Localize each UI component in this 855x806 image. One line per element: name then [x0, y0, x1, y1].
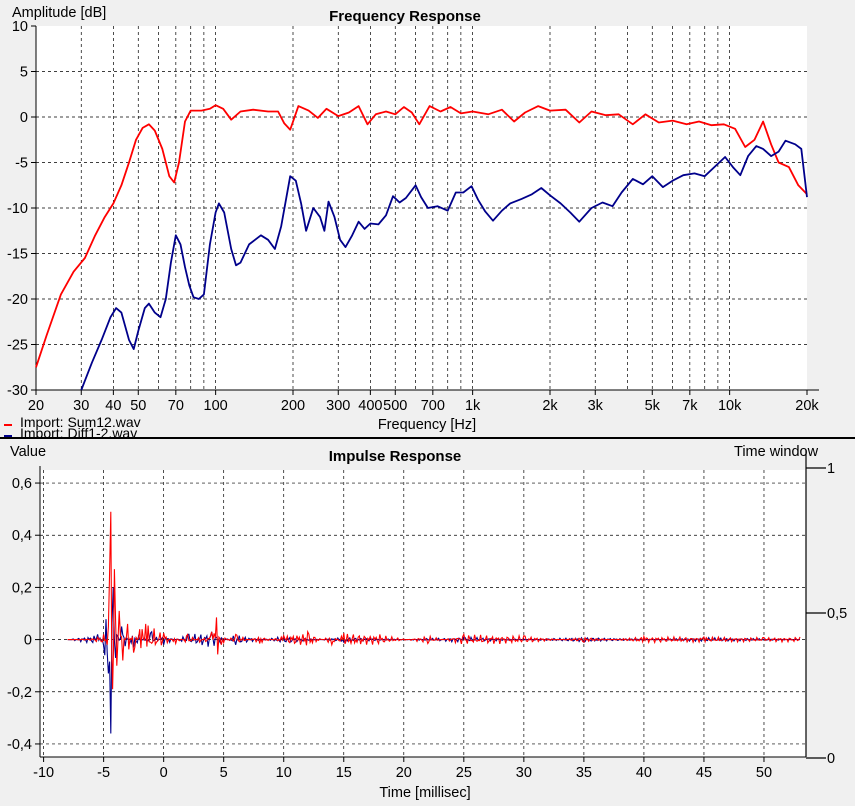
- series-line: [67, 511, 801, 690]
- x-tick-label: -5: [97, 765, 110, 781]
- y-axis-label: Value: [10, 444, 46, 460]
- y-tick-label: 10: [12, 19, 28, 35]
- y-tick-label: -30: [7, 383, 28, 399]
- x-tick-label: 0: [160, 765, 168, 781]
- x-tick-label: 70: [168, 398, 184, 414]
- y-tick-label: -25: [7, 338, 28, 354]
- x-tick-label: 45: [696, 765, 712, 781]
- y-tick-label: -0,2: [7, 685, 32, 701]
- x-tick-label: 50: [756, 765, 772, 781]
- impulse-response-chart: 0,6 0,4 0,2 0 -0,2 -0,4 -10 -5 0 5 10 15 20 25 30 35 40 4…: [0, 440, 855, 806]
- right-tick-label: 1: [827, 461, 835, 477]
- y-tick-label: -5: [15, 156, 28, 172]
- y-tick-label: -15: [7, 247, 28, 263]
- x-tick-label: 30: [73, 398, 89, 414]
- right-axis-label: Time window: [734, 444, 819, 460]
- x-axis-label: Frequency [Hz]: [378, 417, 476, 433]
- x-tick-label: 7k: [682, 398, 698, 414]
- y-tick-label: 0,4: [12, 528, 32, 544]
- x-tick-label: 20: [28, 398, 44, 414]
- x-tick-label: 400: [358, 398, 382, 414]
- series-line: [35, 104, 808, 368]
- y-tick-label: 0: [24, 633, 32, 649]
- frequency-response-chart: 10 5 0 -5 -10 -15 -20 -25 -30 20 30 40 50 70 100 200 300…: [4, 5, 819, 437]
- x-tick-label: 300: [326, 398, 350, 414]
- series-line: [80, 139, 808, 391]
- plot-area: [40, 470, 806, 757]
- impulse-response-plot: 0,60,40,20-0,2-0,4-10 -5 0 5 10 15 20 25 30 35 40 4…: [7, 444, 847, 801]
- x-tick-label: 30: [516, 765, 532, 781]
- x-tick-label: 40: [105, 398, 121, 414]
- x-tick-label: 10: [276, 765, 292, 781]
- y-tick-label: 0,2: [12, 580, 32, 596]
- x-tick-label: 20: [396, 765, 412, 781]
- legend-entry: Import: Diff1-2.wav: [20, 425, 137, 437]
- x-tick-label: 700: [421, 398, 445, 414]
- x-tick-label: 5: [220, 765, 228, 781]
- x-tick-label: 20k: [795, 398, 819, 414]
- x-tick-label: 15: [336, 765, 352, 781]
- x-tick-label: 3k: [588, 398, 604, 414]
- chart-title: Impulse Response: [329, 448, 462, 465]
- x-tick-label: 200: [281, 398, 305, 414]
- panel-divider: [0, 437, 855, 439]
- y-tick-label: -10: [7, 201, 28, 217]
- x-tick-label: 50: [130, 398, 146, 414]
- x-tick-label: 1k: [465, 398, 481, 414]
- y-tick-label: 0,6: [12, 476, 32, 492]
- x-axis-label: Time [millisec]: [379, 785, 470, 801]
- x-tick-label: 25: [456, 765, 472, 781]
- y-tick-label: -20: [7, 292, 28, 308]
- x-tick-label: 10k: [718, 398, 742, 414]
- right-tick-label: 0: [827, 751, 835, 767]
- x-tick-label: -10: [33, 765, 54, 781]
- x-tick-label: 2k: [542, 398, 558, 414]
- y-tick-label: 5: [20, 65, 28, 81]
- x-tick-label: 500: [383, 398, 407, 414]
- legend-entry: Import: Sum12.wav: [20, 414, 141, 430]
- x-tick-label: 5k: [645, 398, 661, 414]
- chart-title: Frequency Response: [329, 8, 481, 25]
- x-tick-label: 35: [576, 765, 592, 781]
- y-tick-label: -0,4: [7, 737, 32, 753]
- x-tick-label: 40: [636, 765, 652, 781]
- y-tick-label: 0: [20, 110, 28, 126]
- y-axis-label: Amplitude [dB]: [12, 5, 106, 21]
- x-tick-label: 100: [204, 398, 228, 414]
- right-tick-label: 0,5: [827, 606, 847, 622]
